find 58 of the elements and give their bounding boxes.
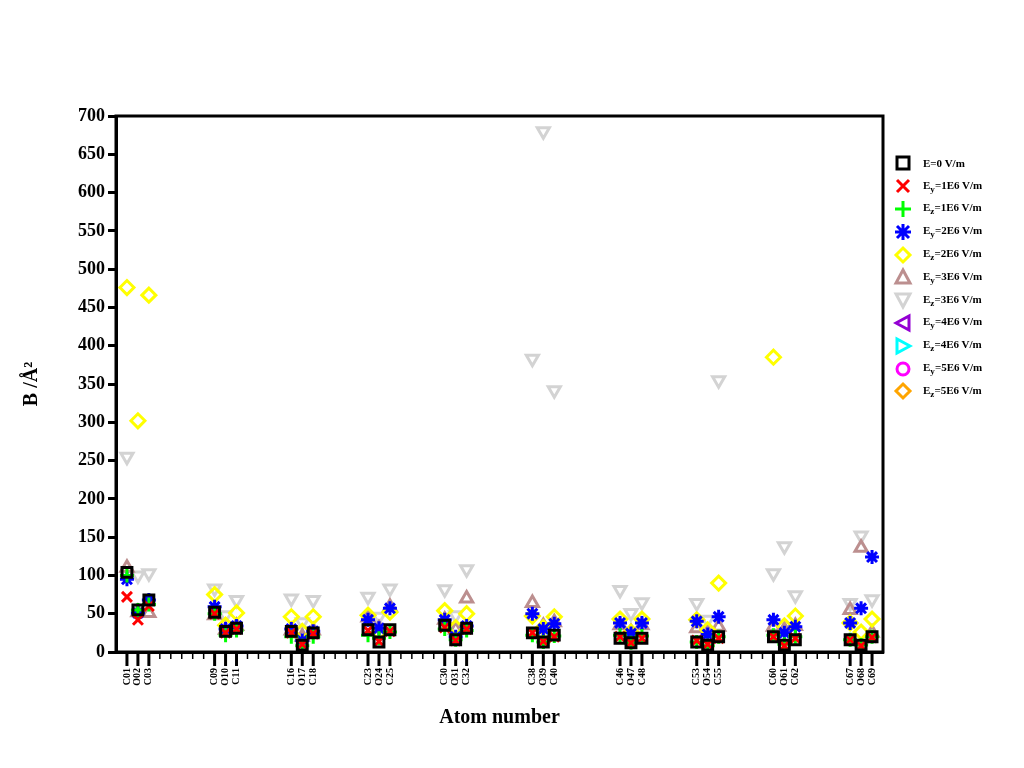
legend-label: E=0 V/m bbox=[923, 157, 965, 170]
y-tick-label: 700 bbox=[78, 104, 105, 125]
y-tick-label: 100 bbox=[78, 564, 105, 585]
x-tick-label: C40 bbox=[547, 668, 559, 686]
x-tick-label: C62 bbox=[788, 668, 800, 686]
y-tick-label: 500 bbox=[78, 257, 105, 278]
y-tick-label: 600 bbox=[78, 181, 105, 202]
x-tick-label: C48 bbox=[635, 668, 647, 686]
legend-label: E$_{y}$=5E6 V/m bbox=[923, 360, 983, 377]
x-tick-label: O39 bbox=[536, 668, 548, 686]
x-axis-title: Atom number bbox=[439, 705, 560, 728]
x-tick-label: O47 bbox=[624, 668, 636, 686]
legend-label: E$_{y}$=1E6 V/m bbox=[923, 178, 983, 194]
y-tick-label: 200 bbox=[78, 487, 105, 508]
legend-label: E$_{y}$=2E6 V/m bbox=[923, 224, 983, 240]
x-tick-label: O31 bbox=[449, 668, 461, 686]
y-tick-label: 350 bbox=[78, 372, 105, 393]
x-tick-label: C55 bbox=[712, 668, 724, 686]
x-tick-label: O54 bbox=[701, 668, 713, 686]
x-tick-label: C38 bbox=[525, 668, 537, 686]
x-tick-label: C32 bbox=[460, 668, 472, 686]
x-tick-label: C67 bbox=[843, 668, 855, 686]
x-tick-label: C03 bbox=[142, 668, 154, 686]
legend-label: E$_{z}$=1E6 V/m bbox=[923, 201, 982, 217]
x-tick-label: C16 bbox=[284, 668, 296, 686]
legend-label: E$_{z}$=4E6 V/m bbox=[923, 338, 982, 354]
x-tick-label: O24 bbox=[372, 668, 384, 686]
legend-label: E$_{z}$=5E6 V/m bbox=[923, 383, 982, 399]
y-tick-label: 650 bbox=[78, 142, 105, 163]
x-tick-label: C18 bbox=[306, 668, 318, 686]
y-axis-title: B /Å² bbox=[19, 361, 42, 407]
x-tick-label: C69 bbox=[865, 668, 877, 686]
y-tick-label: 250 bbox=[78, 449, 105, 470]
x-tick-label: C25 bbox=[383, 668, 395, 686]
x-tick-label: C09 bbox=[208, 668, 220, 686]
x-tick-label: C53 bbox=[690, 668, 702, 686]
y-tick-label: 50 bbox=[87, 602, 105, 623]
y-tick-label: 150 bbox=[78, 525, 105, 546]
x-tick-label: C30 bbox=[438, 668, 450, 686]
y-tick-label: 0 bbox=[96, 640, 105, 661]
y-tick-label: 300 bbox=[78, 410, 105, 431]
y-tick-label: 550 bbox=[78, 219, 105, 240]
x-tick-label: C23 bbox=[361, 668, 373, 686]
x-tick-label: O68 bbox=[854, 668, 866, 686]
legend-label: E$_{y}$=3E6 V/m bbox=[923, 269, 983, 285]
x-tick-label: C01 bbox=[120, 668, 132, 686]
x-tick-label: O17 bbox=[295, 668, 307, 686]
y-tick-label: 400 bbox=[78, 334, 105, 355]
x-tick-label: O61 bbox=[777, 668, 789, 686]
x-tick-label: C46 bbox=[613, 668, 625, 686]
legend-label: E$_{z}$=3E6 V/m bbox=[923, 292, 982, 308]
y-tick-label: 450 bbox=[78, 296, 105, 317]
x-tick-label: C11 bbox=[230, 668, 242, 685]
x-tick-label: O10 bbox=[219, 668, 231, 686]
legend-label: E$_{z}$=2E6 V/m bbox=[923, 246, 982, 263]
legend-label: E$_{y}$=4E6 V/m bbox=[923, 315, 983, 331]
x-tick-label: C60 bbox=[767, 668, 779, 686]
x-tick-label: O02 bbox=[131, 668, 143, 686]
